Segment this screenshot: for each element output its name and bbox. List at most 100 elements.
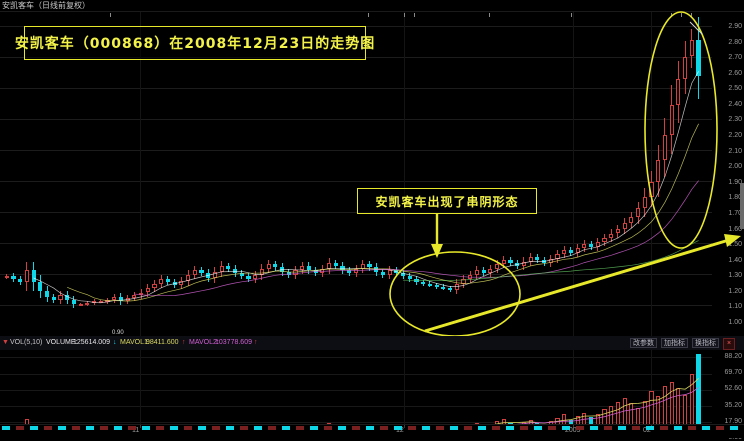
date-strip-segment	[58, 426, 66, 430]
date-strip-segment	[506, 426, 514, 430]
date-strip-segment	[604, 426, 612, 430]
volume-arrow: ↓	[113, 339, 117, 346]
volume-axis-label: 52.60	[724, 385, 742, 393]
date-strip-segment	[198, 426, 206, 430]
date-strip-segment	[632, 426, 640, 430]
date-strip-segment	[338, 426, 346, 430]
volume-panel: ▼ VOL(5,10) VOLUME: 125614.009 ↓ MAVOL1:…	[0, 336, 744, 441]
date-strip-segment	[618, 426, 626, 430]
date-strip-segment	[268, 426, 276, 430]
date-strip-segment	[156, 426, 164, 430]
date-strip-segment	[226, 426, 234, 430]
date-strip-segment	[562, 426, 570, 430]
date-strip-segment	[450, 426, 458, 430]
date-strip-segment	[534, 426, 542, 430]
mavol1-label: MAVOL1:	[120, 339, 150, 346]
date-strip-segment	[660, 426, 668, 430]
date-strip-segment	[492, 426, 500, 430]
date-strip-segment	[576, 426, 584, 430]
volume-axis-label: 88.20	[724, 353, 742, 360]
date-strip-segment	[478, 426, 486, 430]
date-strip-segment	[72, 426, 80, 430]
date-axis: 11 12 2009 02	[0, 424, 744, 438]
date-strip-segment	[30, 426, 38, 430]
date-strip-segment	[184, 426, 192, 430]
date-strip-segment	[100, 426, 108, 430]
date-strip-segment	[688, 426, 696, 430]
window-title: 安凯客车（日线前复权）	[2, 1, 90, 10]
price-axis-label: 2.90	[728, 23, 742, 30]
date-axis-label: 12	[396, 427, 404, 434]
price-axis-label: 1.40	[728, 256, 742, 264]
date-axis-label: 11	[132, 427, 140, 434]
mavol1-value: 98411.600	[146, 339, 179, 346]
price-axis: 2.90 2.80 2.70 2.60 2.50 2.40 2.30 2.20 2.10 2.00…	[712, 12, 744, 337]
change-params-button[interactable]: 改参数	[630, 338, 657, 348]
window-title-bar: 安凯客车（日线前复权）	[0, 0, 744, 11]
mavol2-arrow: ↑	[254, 339, 258, 346]
indicator-name[interactable]: VOL(5,10)	[10, 339, 43, 346]
price-axis-label: 2.40	[728, 100, 742, 108]
date-tick	[404, 425, 405, 428]
volume-axis-label: 69.70	[724, 369, 742, 377]
scrollbar-thumb[interactable]	[740, 183, 744, 229]
date-strip-segment	[548, 426, 556, 430]
date-strip-segment	[44, 426, 52, 430]
date-strip-segment	[520, 426, 528, 430]
date-tick	[573, 425, 574, 428]
price-axis-label: 2.20	[728, 132, 742, 140]
price-axis-label: 1.00	[728, 319, 742, 326]
date-strip-segment	[296, 426, 304, 430]
date-strip-segment	[128, 426, 136, 430]
price-axis-label: 1.60	[728, 225, 742, 233]
price-plot-area[interactable]: 0.90	[0, 12, 712, 337]
collapse-icon[interactable]: ▼	[2, 339, 9, 346]
date-strip-segment	[310, 426, 318, 430]
date-strip-segment	[212, 426, 220, 430]
annotation-pattern-box: 安凯客车出现了串阴形态	[357, 188, 537, 214]
date-strip-segment	[408, 426, 416, 430]
annotation-title-box: 安凯客车（000868）在2008年12月23日的走势图	[15, 26, 374, 60]
price-axis-label: 2.80	[728, 38, 742, 46]
date-strip-segment	[716, 426, 724, 430]
date-strip-segment	[16, 426, 24, 430]
price-panel: 0.90 2.90 2.80 2.70 2.60 2.50 2.40 2.30 2.20 2.1…	[0, 11, 744, 337]
price-axis-label: 2.70	[728, 54, 742, 62]
date-strip-segment	[142, 426, 150, 430]
price-axis-label: 2.50	[728, 85, 742, 93]
switch-indicator-button[interactable]: 换指标	[692, 338, 719, 348]
date-strip-segment	[366, 426, 374, 430]
date-strip-segment	[352, 426, 360, 430]
price-axis-label: 1.70	[728, 209, 742, 217]
date-strip-segment	[324, 426, 332, 430]
volume-axis-label: 17.90	[724, 417, 742, 425]
date-axis-label: 2009	[565, 427, 581, 434]
date-strip-segment	[646, 426, 654, 430]
date-strip-segment	[590, 426, 598, 430]
moving-average-lines	[33, 71, 699, 304]
date-strip-segment	[380, 426, 388, 430]
add-indicator-button[interactable]: 加指标	[661, 338, 688, 348]
price-axis-label: 2.10	[728, 147, 742, 155]
price-axis-label: 2.60	[728, 69, 742, 77]
date-strip-segment	[2, 426, 10, 430]
date-strip-segment	[674, 426, 682, 430]
volume-axis-label: 35.20	[724, 401, 742, 409]
date-strip-segment	[170, 426, 178, 430]
volume-header-bar: ▼ VOL(5,10) VOLUME: 125614.009 ↓ MAVOL1:…	[0, 336, 744, 350]
date-strip-segment	[730, 426, 738, 430]
date-strip-segment	[436, 426, 444, 430]
price-axis-label: 1.10	[728, 303, 742, 311]
close-icon[interactable]: ×	[723, 338, 735, 350]
low-price-marker: 0.90	[112, 330, 124, 336]
volume-label: VOLUME:	[46, 339, 78, 346]
date-tick	[140, 425, 141, 428]
annotation-title-text: 安凯客车（000868）在2008年12月23日的走势图	[14, 36, 376, 52]
date-strip-segment	[394, 426, 402, 430]
mavol2-value: 103778.609	[215, 339, 252, 346]
date-strip-segment	[464, 426, 472, 430]
date-strip-segment	[254, 426, 262, 430]
annotation-pattern-text: 安凯客车出现了串阴形态	[375, 194, 519, 209]
date-strip-segment	[240, 426, 248, 430]
